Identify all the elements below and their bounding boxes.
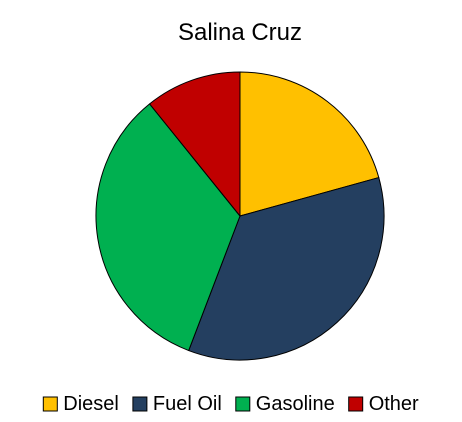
pie-slices <box>95 71 385 361</box>
legend-swatch-gasoline <box>235 396 251 412</box>
legend-swatch-other <box>348 396 364 412</box>
legend-label-gasoline: Gasoline <box>256 393 335 415</box>
legend-label-other: Other <box>369 393 419 415</box>
pie-slice-other <box>149 71 241 217</box>
legend-item-other: Other <box>348 393 419 415</box>
legend-swatch-fuel-oil <box>132 396 148 412</box>
legend-label-fuel-oil: Fuel Oil <box>153 393 222 415</box>
legend-item-gasoline: Gasoline <box>235 393 335 415</box>
pie-slice-diesel <box>239 71 380 217</box>
pie-slice-gasoline <box>95 103 241 352</box>
chart-title: Salina Cruz <box>178 19 302 46</box>
legend-swatch-diesel <box>42 396 58 412</box>
legend-label-diesel: Diesel <box>63 393 119 415</box>
legend-item-diesel: Diesel <box>42 393 119 415</box>
legend-item-fuel-oil: Fuel Oil <box>132 393 222 415</box>
legend: Diesel Fuel Oil Gasoline Other <box>42 393 419 415</box>
